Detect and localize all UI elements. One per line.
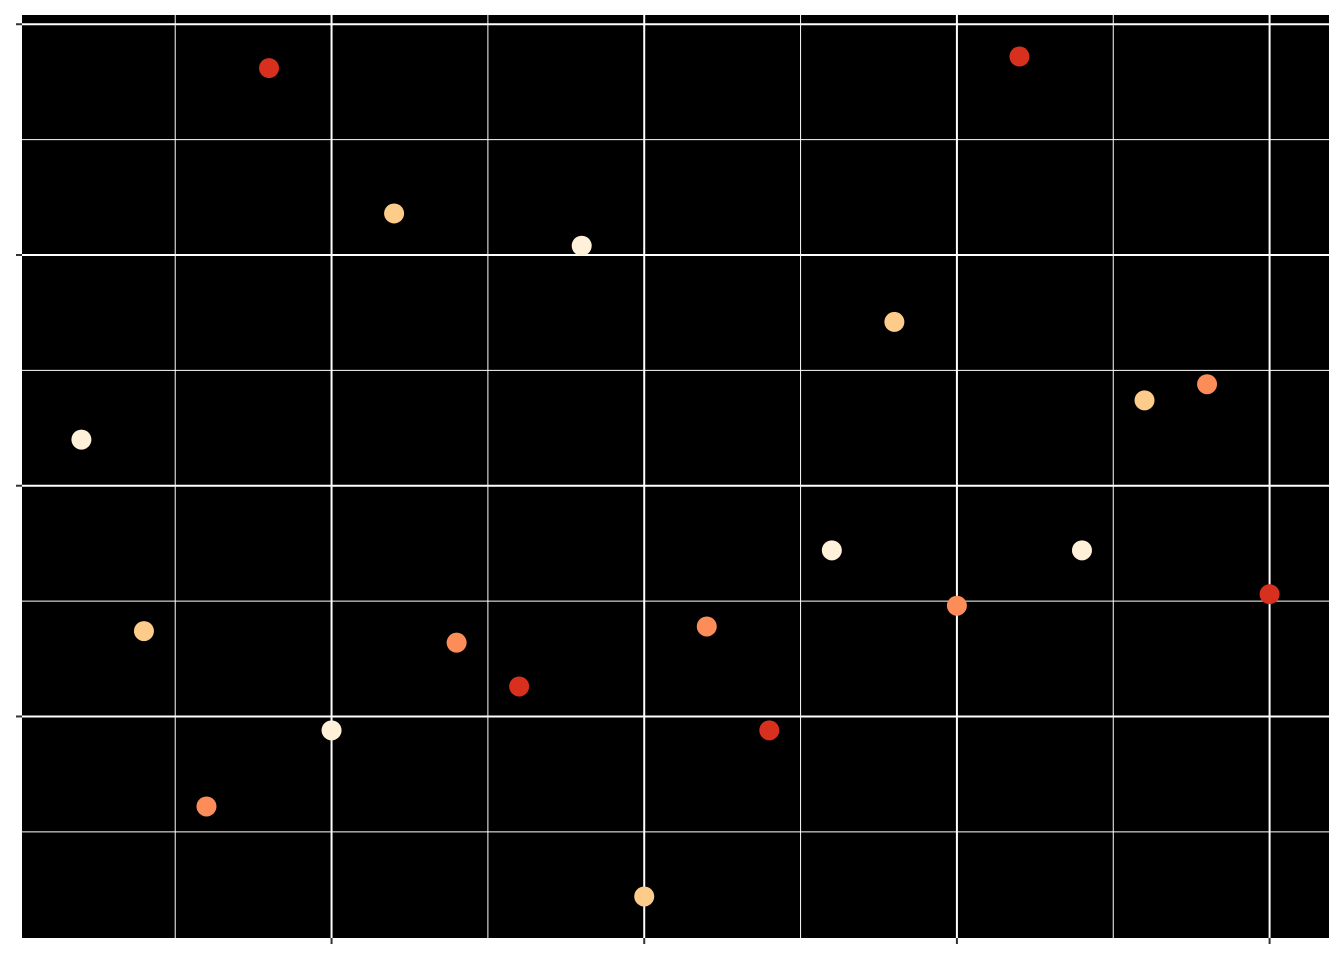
point	[71, 429, 92, 450]
point	[884, 311, 905, 332]
point	[1259, 584, 1280, 605]
point	[759, 720, 780, 741]
point	[1197, 374, 1218, 395]
point	[509, 676, 530, 697]
panel	[22, 15, 1329, 938]
point	[196, 796, 217, 817]
point	[571, 235, 592, 256]
point	[1009, 46, 1030, 67]
point	[446, 632, 467, 653]
point	[634, 886, 655, 907]
point	[1134, 390, 1155, 411]
point	[133, 621, 154, 642]
point	[259, 58, 280, 79]
point	[1071, 540, 1092, 561]
point	[696, 616, 717, 637]
point	[821, 540, 842, 561]
point	[321, 720, 342, 741]
point	[384, 203, 405, 224]
point	[946, 595, 967, 616]
